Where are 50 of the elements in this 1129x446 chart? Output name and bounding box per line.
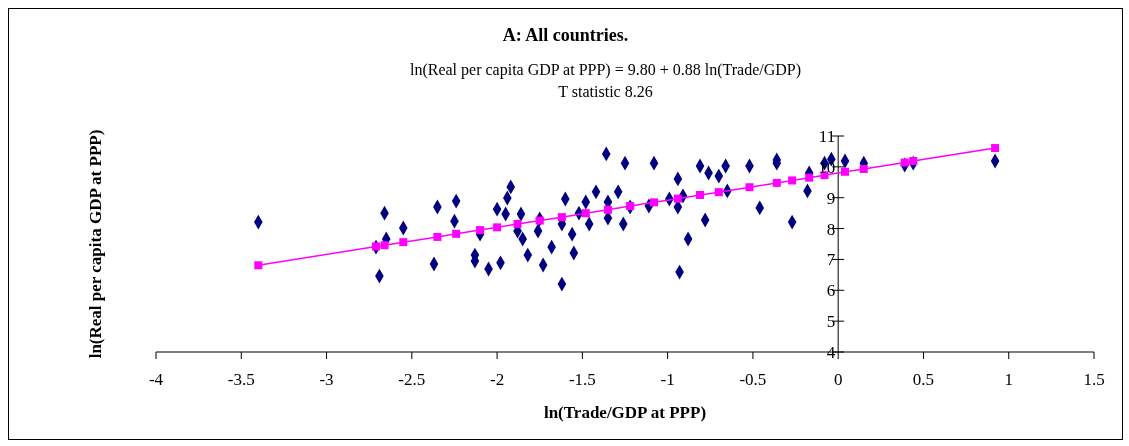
point xyxy=(626,202,635,211)
x-tick-label: -2 xyxy=(490,370,505,390)
chart-title: A: All countries. xyxy=(501,25,630,46)
point xyxy=(745,183,754,192)
text: T statistic 8.26 xyxy=(557,83,654,101)
x-tick-label: 1 xyxy=(1004,370,1013,390)
y-tick-label: 4 xyxy=(826,343,836,362)
y-tick-label: 5 xyxy=(826,312,836,332)
point xyxy=(254,261,263,270)
point xyxy=(772,178,781,187)
point xyxy=(673,194,682,203)
x-tick-label: -3 xyxy=(319,370,334,390)
x-axis-title: ln(Trade/GDP at PPP) xyxy=(543,403,707,422)
x-tick-label: -1 xyxy=(660,370,675,390)
point xyxy=(859,165,868,174)
y-tick-label: 6 xyxy=(826,281,836,301)
point xyxy=(513,219,522,228)
y-tick-label: 11 xyxy=(818,127,836,146)
y-tick-label: 9 xyxy=(826,188,836,208)
x-tick-label: -1.5 xyxy=(568,370,596,390)
point xyxy=(649,198,658,207)
point xyxy=(714,188,723,197)
point xyxy=(399,238,408,247)
point xyxy=(433,232,442,241)
point xyxy=(476,226,485,235)
point xyxy=(380,241,389,250)
point xyxy=(535,216,544,225)
point xyxy=(909,156,918,165)
x-tick-label: -0.5 xyxy=(739,370,767,390)
point xyxy=(452,229,461,238)
y-tick-label: 7 xyxy=(826,250,836,270)
text: ln(Real per capita GDP at PPP) = 9.80 + 0.88 ln(Trade/GDP) xyxy=(408,61,802,79)
x-tick-label: -2.5 xyxy=(398,370,426,390)
point xyxy=(696,190,705,199)
point xyxy=(900,158,909,167)
point xyxy=(991,144,1000,153)
point xyxy=(581,209,590,218)
y-tick-label: 8 xyxy=(826,219,836,239)
point xyxy=(788,176,797,185)
point xyxy=(805,173,814,182)
point xyxy=(557,213,566,222)
x-tick-label: 0.5 xyxy=(912,370,935,390)
x-tick-label: -4 xyxy=(148,370,164,390)
x-tick-label: 0 xyxy=(833,370,843,390)
y-axis-title: ln(Real per capita GDP at PPP) xyxy=(86,129,106,359)
x-tick-label: -3.5 xyxy=(227,370,255,390)
point xyxy=(603,205,612,214)
point xyxy=(841,167,849,176)
point xyxy=(493,223,502,232)
x-tick-label: 1.5 xyxy=(1083,370,1105,390)
